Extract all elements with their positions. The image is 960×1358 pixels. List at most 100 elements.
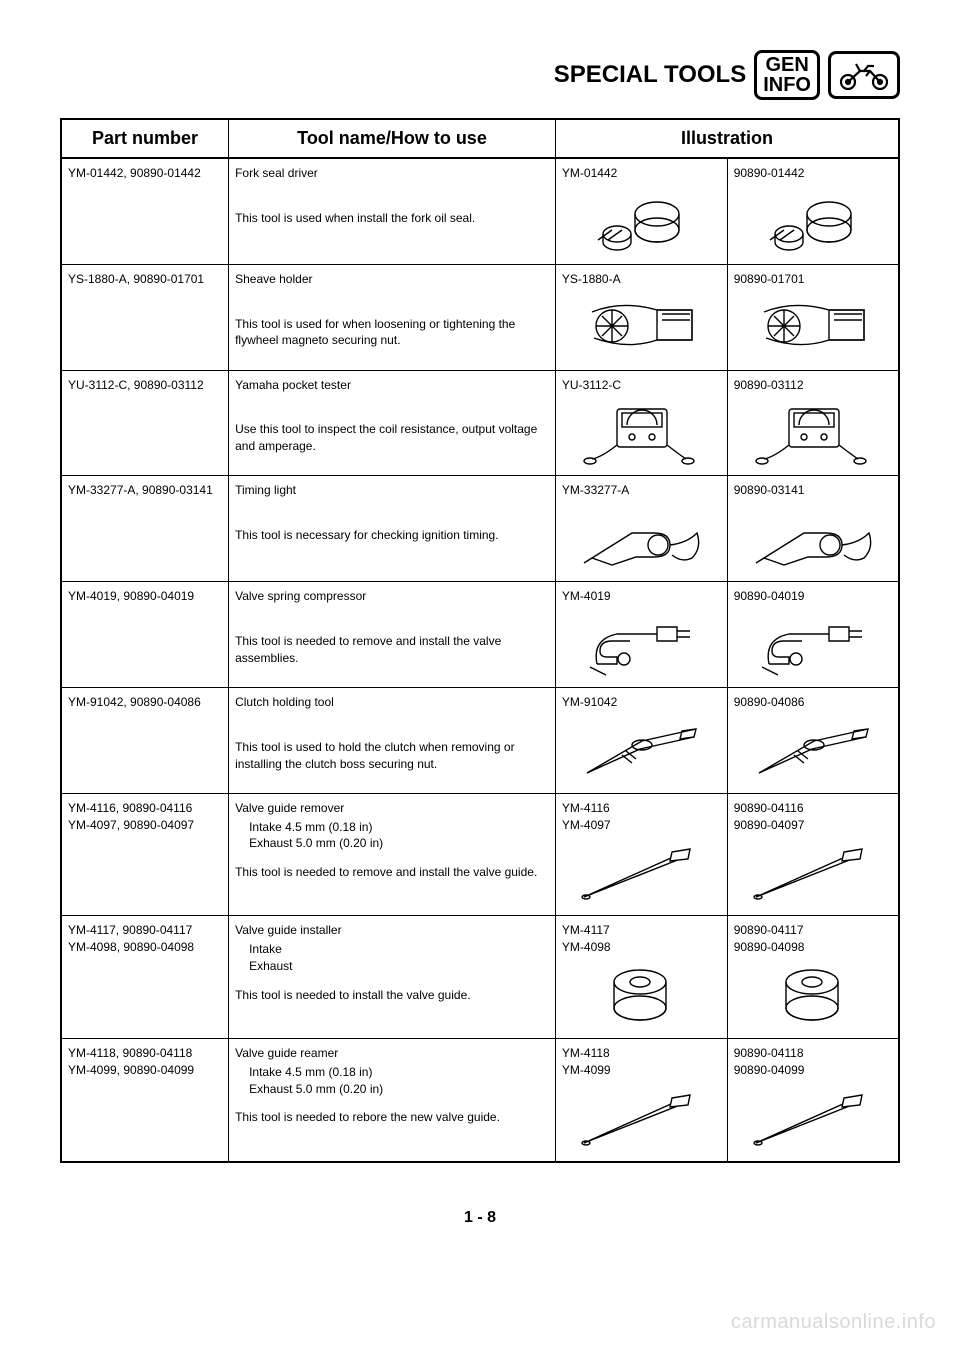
illustration-a-cell: YM-4116YM-4097 (555, 793, 727, 916)
illustration-b-cell: 90890-03112 (727, 370, 899, 476)
illustration-label-b: 90890-0411790890-04098 (734, 922, 892, 956)
tool-cell: Sheave holder This tool is used for when… (229, 264, 556, 370)
table-row: YM-33277-A, 90890-03141 Timing light Thi… (61, 476, 899, 582)
tool-illustration-icon (734, 960, 892, 1030)
tool-description: This tool is used for when loosening or … (235, 316, 549, 350)
illustration-label-b: 90890-01701 (734, 271, 892, 288)
part-number: YM-33277-A, 90890-03141 (68, 482, 222, 499)
tool-illustration-icon (562, 1083, 721, 1153)
tool-sub: Exhaust (249, 958, 549, 975)
part-number-cell: YM-33277-A, 90890-03141 (61, 476, 229, 582)
gen-info-top: GEN (763, 55, 811, 75)
table-row: YM-4117, 90890-04117YM-4098, 90890-04098… (61, 916, 899, 1039)
tool-sub: Exhaust 5.0 mm (0.20 in) (249, 1081, 549, 1098)
ill-label-line: 90890-04118 (734, 1045, 892, 1062)
tool-description: This tool is used when install the fork … (235, 210, 549, 227)
illustration-b-cell: 90890-04086 (727, 687, 899, 793)
ill-label-line: 90890-04097 (734, 817, 892, 834)
tool-illustration-icon (562, 397, 721, 467)
part-number: YM-4116, 90890-04116 (68, 800, 222, 817)
ill-label-line: 90890-04116 (734, 800, 892, 817)
illustration-label-b: 90890-03112 (734, 377, 892, 394)
ill-label-line: YM-4098 (562, 939, 721, 956)
watermark: carmanualsonline.info (731, 1311, 936, 1334)
part-number-cell: YM-4118, 90890-04118YM-4099, 90890-04099 (61, 1038, 229, 1161)
ill-label-line: 90890-01701 (734, 271, 892, 288)
gen-info-bottom: INFO (763, 75, 811, 95)
col-illustration: Illustration (555, 119, 899, 158)
table-row: YM-4116, 90890-04116YM-4097, 90890-04097… (61, 793, 899, 916)
tool-illustration-icon (734, 292, 892, 362)
part-number-cell: YM-4116, 90890-04116YM-4097, 90890-04097 (61, 793, 229, 916)
part-number-cell: YM-4019, 90890-04019 (61, 582, 229, 688)
gen-info-badge: GEN INFO (754, 50, 820, 100)
ill-label-line: YM-4097 (562, 817, 721, 834)
tool-sub: Exhaust 5.0 mm (0.20 in) (249, 835, 549, 852)
ill-label-line: YM-33277-A (562, 482, 721, 499)
illustration-a-cell: YM-4019 (555, 582, 727, 688)
ill-label-line: YM-01442 (562, 165, 721, 182)
illustration-a-cell: YM-33277-A (555, 476, 727, 582)
illustration-a-cell: YS-1880-A (555, 264, 727, 370)
illustration-b-cell: 90890-04019 (727, 582, 899, 688)
ill-label-line: YU-3112-C (562, 377, 721, 394)
part-number: YM-4117, 90890-04117 (68, 922, 222, 939)
part-number: YM-91042, 90890-04086 (68, 694, 222, 711)
tool-cell: Clutch holding tool This tool is used to… (229, 687, 556, 793)
tool-cell: Valve spring compressor This tool is nee… (229, 582, 556, 688)
part-number: YM-4118, 90890-04118 (68, 1045, 222, 1062)
illustration-label-b: 90890-0411890890-04099 (734, 1045, 892, 1079)
ill-label-line: YM-4118 (562, 1045, 721, 1062)
tool-illustration-icon (734, 186, 892, 256)
tool-description: This tool is needed to rebore the new va… (235, 1109, 549, 1126)
tool-illustration-icon (734, 503, 892, 573)
tool-illustration-icon (734, 609, 892, 679)
illustration-b-cell: 90890-01442 (727, 158, 899, 264)
ill-label-line: YM-4116 (562, 800, 721, 817)
part-number-cell: YM-01442, 90890-01442 (61, 158, 229, 264)
col-tool-name: Tool name/How to use (229, 119, 556, 158)
tool-illustration-icon (562, 837, 721, 907)
illustration-label-a: YM-4116YM-4097 (562, 800, 721, 834)
tool-name: Clutch holding tool (235, 694, 549, 711)
page-title: SPECIAL TOOLS (554, 61, 746, 89)
tool-cell: Fork seal driver This tool is used when … (229, 158, 556, 264)
illustration-a-cell: YM-4118YM-4099 (555, 1038, 727, 1161)
ill-label-line: 90890-03112 (734, 377, 892, 394)
table-row: YM-01442, 90890-01442 Fork seal driver T… (61, 158, 899, 264)
illustration-a-cell: YM-91042 (555, 687, 727, 793)
table-row: YM-4118, 90890-04118YM-4099, 90890-04099… (61, 1038, 899, 1161)
illustration-a-cell: YU-3112-C (555, 370, 727, 476)
illustration-label-a: YM-4117YM-4098 (562, 922, 721, 956)
tool-illustration-icon (562, 292, 721, 362)
ill-label-line: 90890-04086 (734, 694, 892, 711)
illustration-label-b: 90890-04019 (734, 588, 892, 605)
part-number: YM-01442, 90890-01442 (68, 165, 222, 182)
tool-sub: Intake 4.5 mm (0.18 in) (249, 1064, 549, 1081)
part-number: YU-3112-C, 90890-03112 (68, 377, 222, 394)
tool-cell: Valve guide installer IntakeExhaust This… (229, 916, 556, 1039)
ill-label-line: 90890-03141 (734, 482, 892, 499)
tool-cell: Timing light This tool is necessary for … (229, 476, 556, 582)
tool-description: This tool is necessary for checking igni… (235, 527, 549, 544)
table-row: YM-4019, 90890-04019 Valve spring compre… (61, 582, 899, 688)
part-number-cell: YS-1880-A, 90890-01701 (61, 264, 229, 370)
page-number: 1 - 8 (60, 1209, 900, 1227)
tool-illustration-icon (734, 397, 892, 467)
ill-label-line: 90890-04019 (734, 588, 892, 605)
illustration-b-cell: 90890-01701 (727, 264, 899, 370)
tool-illustration-icon (734, 1083, 892, 1153)
ill-label-line: YM-91042 (562, 694, 721, 711)
illustration-b-cell: 90890-03141 (727, 476, 899, 582)
illustration-label-b: 90890-0411690890-04097 (734, 800, 892, 834)
illustration-a-cell: YM-4117YM-4098 (555, 916, 727, 1039)
tool-name: Valve guide remover (235, 800, 549, 817)
illustration-label-b: 90890-03141 (734, 482, 892, 499)
tool-illustration-icon (734, 837, 892, 907)
ill-label-line: 90890-04117 (734, 922, 892, 939)
ill-label-line: YM-4019 (562, 588, 721, 605)
tool-illustration-icon (562, 186, 721, 256)
illustration-label-a: YM-4019 (562, 588, 721, 605)
tool-illustration-icon (562, 503, 721, 573)
ill-label-line: YS-1880-A (562, 271, 721, 288)
